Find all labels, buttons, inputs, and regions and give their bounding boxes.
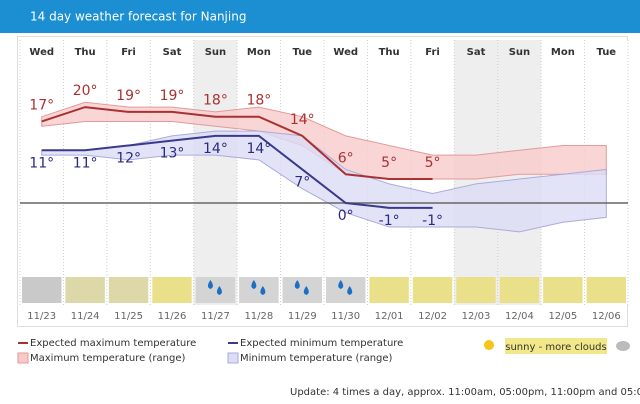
temperature-line [41, 106, 433, 181]
date-label: 11/30 [331, 311, 360, 322]
rain-drop [294, 280, 300, 289]
legend-label: Expected minimum temperature [240, 338, 403, 349]
value-label: 5° [381, 155, 397, 171]
value-label: 18° [203, 93, 228, 109]
date-label: 11/26 [158, 311, 187, 322]
date-label: 12/03 [462, 311, 491, 322]
value-label: 14° [290, 112, 315, 128]
legend-note: sunny - more clouds [505, 342, 606, 353]
column-bg [20, 40, 64, 305]
weather-cell [326, 277, 366, 303]
legend-label: Maximum temperature (range) [30, 353, 185, 364]
date-label: 12/06 [592, 311, 621, 322]
weather-cell [543, 277, 583, 303]
legend-note-box [505, 338, 607, 354]
rain-drop [251, 280, 257, 289]
legend-swatch [17, 352, 29, 364]
cloud-icon [616, 341, 630, 351]
value-label: 0° [338, 208, 354, 224]
value-label: 13° [160, 146, 185, 162]
date-label: 11/24 [71, 311, 100, 322]
day-label: Mon [247, 47, 271, 58]
rain-drop [303, 286, 309, 295]
value-label: 14° [203, 141, 228, 157]
rain-drop [347, 286, 353, 295]
value-label: 11° [29, 155, 54, 171]
value-label: -1° [379, 213, 400, 229]
weather-cell [586, 277, 626, 303]
weather-cell [499, 277, 540, 303]
column-bg [237, 40, 281, 305]
temperature-line [41, 134, 433, 209]
value-label: -1° [422, 213, 443, 229]
value-label: 5° [425, 155, 441, 171]
date-label: 11/28 [244, 311, 273, 322]
weather-cell [195, 277, 236, 303]
day-label: Wed [333, 47, 358, 58]
day-label: Thu [75, 47, 96, 58]
date-label: 12/01 [375, 311, 404, 322]
column-bg [193, 40, 238, 305]
title: 14 day weather forecast for Nanjing [30, 10, 246, 24]
value-label: 17° [29, 97, 54, 113]
value-label: 11° [73, 155, 98, 171]
rain-drop [338, 280, 344, 289]
day-label: Fri [425, 47, 440, 58]
day-label: Mon [551, 47, 575, 58]
rain-drop [216, 286, 222, 295]
value-label: 19° [116, 88, 141, 104]
date-label: 11/25 [114, 311, 143, 322]
day-label: Tue [292, 47, 312, 58]
day-label: Fri [121, 47, 136, 58]
column-bg [150, 40, 194, 305]
sun-icon [484, 340, 494, 350]
day-label: Sat [467, 47, 486, 58]
value-label: 20° [73, 83, 98, 99]
day-label: Tue [596, 47, 616, 58]
date-label: 12/02 [418, 311, 447, 322]
day-label: Sun [205, 47, 226, 58]
value-label: 14° [246, 141, 271, 157]
rain-drop [207, 280, 213, 289]
range-band [41, 130, 607, 233]
legend-label: Minimum temperature (range) [240, 353, 393, 364]
update-note: Update: 4 times a day, approx. 11:00am, … [290, 387, 640, 398]
value-label: 12° [116, 150, 141, 166]
date-label: 12/05 [548, 311, 577, 322]
date-label: 11/27 [201, 311, 230, 322]
weather-cell [22, 277, 62, 303]
weather-cell [282, 277, 322, 303]
value-label: 6° [338, 150, 354, 166]
day-label: Wed [29, 47, 54, 58]
column-bg [63, 40, 107, 305]
title-bar [0, 0, 640, 33]
weather-cell [412, 277, 453, 303]
value-label: 7° [294, 174, 310, 190]
weather-cell [456, 277, 496, 303]
value-label: 18° [246, 93, 271, 109]
weather-cell [239, 277, 279, 303]
legend-label: Expected maximum temperature [30, 338, 196, 349]
day-label: Sat [163, 47, 182, 58]
weather-cell [369, 277, 409, 303]
rain-drop [260, 286, 266, 295]
date-label: 11/29 [288, 311, 317, 322]
day-label: Sun [509, 47, 530, 58]
date-label: 11/23 [27, 311, 56, 322]
date-label: 12/04 [505, 311, 534, 322]
legend-swatch [227, 352, 239, 364]
weather-cell [152, 277, 192, 303]
weather-cell [65, 277, 105, 303]
day-label: Thu [379, 47, 400, 58]
value-label: 19° [160, 88, 185, 104]
column-bg [106, 40, 151, 305]
weather-cell [108, 277, 149, 303]
